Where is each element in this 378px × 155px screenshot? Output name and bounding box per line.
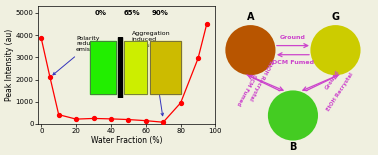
Y-axis label: Peak Intensity (au): Peak Intensity (au) — [5, 29, 14, 101]
Text: Polarity
reduced
emission: Polarity reduced emission — [53, 36, 104, 75]
Text: Ground: Ground — [324, 69, 341, 90]
Text: 90%: 90% — [151, 10, 168, 16]
Circle shape — [225, 25, 276, 75]
Text: G: G — [332, 12, 339, 22]
Text: 65%: 65% — [124, 10, 140, 16]
Text: 0%: 0% — [94, 10, 107, 16]
Text: Aggregation
induced
emission: Aggregation induced emission — [132, 31, 170, 116]
Text: DCM Fumed: DCM Fumed — [235, 72, 256, 106]
Text: DCM Fumed: DCM Fumed — [272, 60, 314, 65]
Text: EtOH Recrystal: EtOH Recrystal — [248, 59, 274, 101]
Circle shape — [268, 90, 318, 141]
Circle shape — [310, 25, 361, 75]
X-axis label: Water Fraction (%): Water Fraction (%) — [91, 136, 163, 145]
Text: A: A — [247, 12, 254, 22]
Text: EtOH Recrystal: EtOH Recrystal — [326, 72, 354, 112]
Text: Ground: Ground — [280, 35, 306, 40]
Text: B: B — [289, 142, 297, 152]
